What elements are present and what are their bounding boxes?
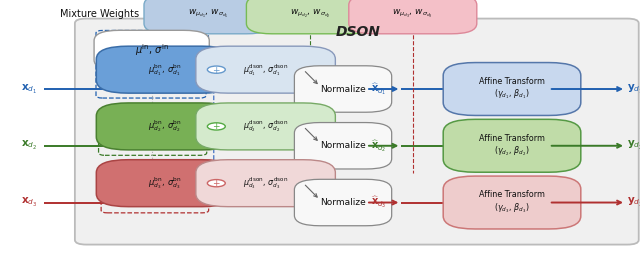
Text: $\mathbf{y}_{d_3}$: $\mathbf{y}_{d_3}$	[627, 196, 640, 209]
Text: DSON: DSON	[336, 25, 381, 39]
Text: $\widehat{\mathbf{x}}_{d_2}$: $\widehat{\mathbf{x}}_{d_2}$	[371, 138, 387, 154]
FancyBboxPatch shape	[294, 66, 392, 112]
FancyBboxPatch shape	[443, 63, 581, 116]
Text: $\mu^{\mathrm{dson}}_{d_2},\,\sigma^{\mathrm{dson}}_{d_2}$: $\mu^{\mathrm{dson}}_{d_2},\,\sigma^{\ma…	[243, 118, 288, 134]
Text: $\mathbf{x}_{d_3}$: $\mathbf{x}_{d_3}$	[21, 196, 37, 209]
FancyBboxPatch shape	[349, 0, 477, 34]
FancyBboxPatch shape	[294, 123, 392, 169]
Text: Affine Transform
$(\gamma_{d_3},\,\beta_{d_3})$: Affine Transform $(\gamma_{d_3},\,\beta_…	[479, 190, 545, 215]
Text: Normalize: Normalize	[320, 198, 366, 207]
Text: $\mathbf{x}_{d_2}$: $\mathbf{x}_{d_2}$	[21, 139, 37, 152]
FancyBboxPatch shape	[443, 119, 581, 172]
Text: Affine Transform
$(\gamma_{d_1},\,\beta_{d_1})$: Affine Transform $(\gamma_{d_1},\,\beta_…	[479, 77, 545, 101]
Text: $w_{\mu_{d_1}},\,w_{\sigma_{d_1}}$: $w_{\mu_{d_1}},\,w_{\sigma_{d_1}}$	[188, 8, 228, 20]
FancyBboxPatch shape	[196, 160, 335, 207]
Text: $\mu^{\mathrm{dson}}_{d_3},\,\sigma^{\mathrm{dson}}_{d_3}$: $\mu^{\mathrm{dson}}_{d_3},\,\sigma^{\ma…	[243, 175, 288, 191]
Circle shape	[207, 123, 225, 130]
Text: $\mathbf{y}_{d_2}$: $\mathbf{y}_{d_2}$	[627, 139, 640, 152]
Text: $w_{\mu_{d_3}},\,w_{\sigma_{d_3}}$: $w_{\mu_{d_3}},\,w_{\sigma_{d_3}}$	[392, 8, 433, 20]
FancyBboxPatch shape	[246, 0, 374, 34]
Text: $\widehat{\mathbf{x}}_{d_1}$: $\widehat{\mathbf{x}}_{d_1}$	[371, 81, 387, 97]
Text: Mixture Weights: Mixture Weights	[60, 9, 139, 19]
Circle shape	[207, 180, 225, 187]
Text: $\widehat{\mathbf{x}}_{d_3}$: $\widehat{\mathbf{x}}_{d_3}$	[371, 195, 387, 211]
Text: $+$: $+$	[212, 65, 221, 75]
FancyBboxPatch shape	[196, 46, 335, 93]
Text: $+$: $+$	[212, 178, 221, 188]
Text: Normalize: Normalize	[320, 85, 366, 93]
Text: $w_{\mu_{d_2}},\,w_{\sigma_{d_2}}$: $w_{\mu_{d_2}},\,w_{\sigma_{d_2}}$	[290, 8, 331, 20]
FancyBboxPatch shape	[97, 103, 234, 150]
Text: $\mu^{\mathrm{bn}}_{d_2},\,\sigma^{\mathrm{bn}}_{d_2}$: $\mu^{\mathrm{bn}}_{d_2},\,\sigma^{\math…	[148, 118, 182, 134]
Text: Affine Transform
$(\gamma_{d_2},\,\beta_{d_2})$: Affine Transform $(\gamma_{d_2},\,\beta_…	[479, 134, 545, 158]
Text: $\mu^{\mathrm{dson}}_{d_1},\,\sigma^{\mathrm{dson}}_{d_1}$: $\mu^{\mathrm{dson}}_{d_1},\,\sigma^{\ma…	[243, 62, 288, 78]
FancyBboxPatch shape	[443, 176, 581, 229]
Circle shape	[207, 66, 225, 73]
Text: $\mu^{\mathrm{in}},\,\sigma^{\mathrm{in}}$: $\mu^{\mathrm{in}},\,\sigma^{\mathrm{in}…	[134, 42, 169, 58]
FancyBboxPatch shape	[196, 103, 335, 150]
Text: $\mathbf{y}_{d_1}$: $\mathbf{y}_{d_1}$	[627, 83, 640, 95]
FancyBboxPatch shape	[294, 179, 392, 226]
FancyBboxPatch shape	[97, 160, 234, 207]
FancyBboxPatch shape	[97, 46, 234, 93]
Text: Normalize: Normalize	[320, 141, 366, 150]
FancyBboxPatch shape	[94, 30, 209, 70]
Text: $\mu^{\mathrm{bn}}_{d_3},\,\sigma^{\mathrm{bn}}_{d_3}$: $\mu^{\mathrm{bn}}_{d_3},\,\sigma^{\math…	[148, 175, 182, 191]
FancyBboxPatch shape	[144, 0, 272, 34]
FancyBboxPatch shape	[75, 19, 639, 245]
Text: $\mu^{\mathrm{bn}}_{d_1},\,\sigma^{\mathrm{bn}}_{d_1}$: $\mu^{\mathrm{bn}}_{d_1},\,\sigma^{\math…	[148, 62, 182, 78]
Text: $\mathbf{x}_{d_1}$: $\mathbf{x}_{d_1}$	[21, 83, 37, 95]
Text: $+$: $+$	[212, 122, 221, 131]
